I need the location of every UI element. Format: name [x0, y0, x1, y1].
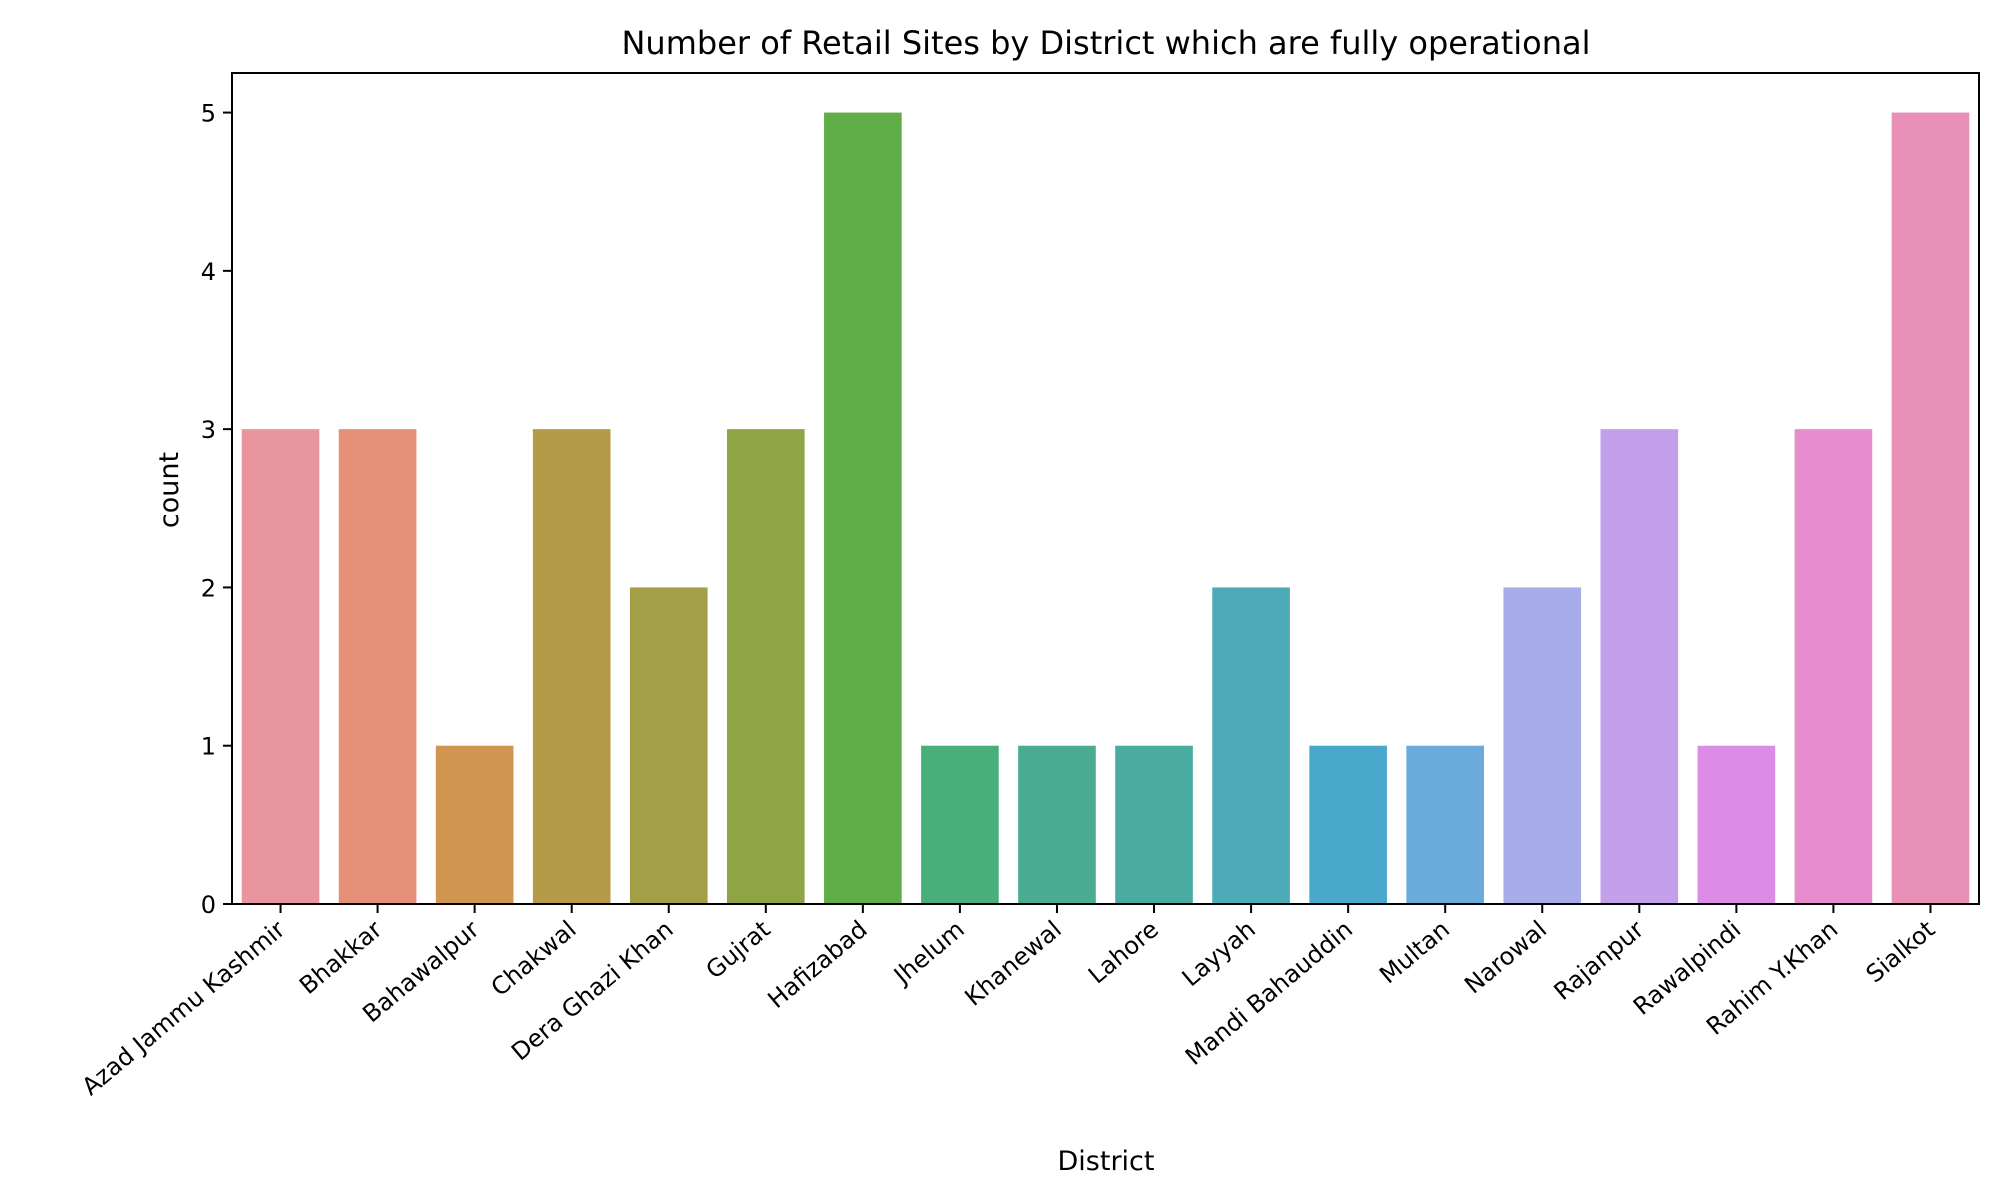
bar	[1406, 745, 1485, 904]
bar	[1794, 429, 1873, 904]
x-tick-label: Gujrat	[701, 915, 776, 984]
bar	[1697, 745, 1776, 904]
bar	[1115, 745, 1193, 904]
y-tick-label: 2	[201, 574, 216, 602]
y-tick-label: 3	[201, 416, 216, 444]
bar	[629, 587, 708, 904]
y-tick-label: 5	[201, 100, 216, 128]
y-tick-label: 4	[201, 258, 216, 286]
x-tick-label: Sialkot	[1861, 915, 1941, 988]
chart-title: Number of Retail Sites by District which…	[621, 24, 1590, 62]
x-tick-label: Dera Ghazi Khan	[506, 915, 679, 1066]
plot-frame	[231, 72, 1980, 905]
bar	[1503, 587, 1582, 904]
x-tick-label: Azad Jammu Kashmir	[77, 915, 291, 1101]
x-tick-label: Multan	[1374, 915, 1455, 989]
bar	[435, 745, 514, 904]
x-tick-label: Narowal	[1459, 915, 1552, 999]
x-tick-label: Hafizabad	[763, 915, 873, 1014]
bar	[1212, 587, 1290, 904]
x-tick-label: Rajanpur	[1549, 915, 1650, 1006]
x-tick-label: Layyah	[1177, 915, 1261, 992]
x-tick-label: Jhelum	[887, 915, 970, 991]
x-axis-label: District	[1058, 1146, 1155, 1177]
y-tick-label: 0	[201, 891, 216, 919]
bar	[338, 429, 417, 904]
y-axis-label: count	[154, 452, 185, 528]
x-tick-label: Lahore	[1083, 915, 1164, 989]
bar	[1600, 429, 1679, 904]
bar	[726, 429, 805, 904]
bar	[1891, 112, 1970, 904]
x-tick-label: Chakwal	[486, 915, 582, 1002]
bar	[1018, 745, 1096, 904]
bar	[1309, 745, 1387, 904]
bar	[921, 745, 999, 904]
x-tick-label: Khanewal	[959, 915, 1066, 1011]
bar	[532, 429, 611, 904]
x-tick-label: Mandi Bahauddin	[1180, 915, 1358, 1071]
x-tick-label: Bhakkar	[294, 915, 387, 1000]
y-tick-label: 1	[201, 733, 216, 761]
bar	[241, 429, 320, 904]
bars-layer	[241, 112, 1970, 904]
bar	[824, 112, 902, 904]
